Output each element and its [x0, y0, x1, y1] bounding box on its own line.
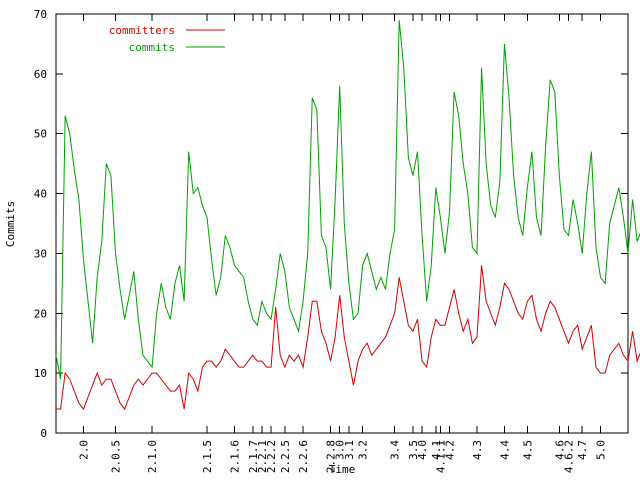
y-tick-label-20: 20 — [34, 307, 47, 320]
series-line-commits — [55, 19, 640, 380]
x-tick-label-2.0.5: 2.0.5 — [109, 440, 122, 473]
x-tick-label-2.1.7: 2.1.7 — [247, 440, 260, 473]
x-tick-label-2.0: 2.0 — [77, 440, 90, 460]
y-axis-title: Commits — [4, 201, 17, 247]
plot-frame — [55, 13, 629, 434]
y-tick-label-70: 70 — [34, 8, 47, 21]
axis-labels-layer: 2.0 2.0.5 2.1.0 2.1.5 2.1.6 2.1.72.2.12.2.2 2.… — [4, 201, 608, 476]
x-tick-label-4.6: 4.6 — [553, 440, 566, 460]
legend-label-commits: commits — [129, 41, 175, 54]
x-tick-label-3.5: 3.5 — [407, 440, 420, 460]
y-tick-label-0: 0 — [40, 427, 47, 440]
x-tick-label-2.2.1: 2.2.1 — [256, 440, 269, 473]
x-tick-label-2.1.6: 2.1.6 — [228, 440, 241, 473]
x-tick-label-3.2: 3.2 — [357, 440, 370, 460]
x-tick-label-2.1.0: 2.1.0 — [146, 440, 159, 473]
x-tick-label-4.1.1: 4.1.1 — [434, 440, 447, 473]
x-tick-label-2.2.5: 2.2.5 — [279, 440, 292, 473]
x-tick-label-4.5: 4.5 — [521, 440, 534, 460]
series-line-committers — [56, 265, 640, 411]
x-axis-title: Time — [329, 463, 356, 476]
x-tick-label-2.2.2: 2.2.2 — [265, 440, 278, 473]
y-tick-label-30: 30 — [34, 247, 47, 260]
x-tick-label-4.2: 4.2 — [444, 440, 457, 460]
series-layer — [55, 19, 640, 411]
x-tick-label-4.6.2: 4.6.2 — [563, 440, 576, 473]
y-tick-label-60: 60 — [34, 68, 47, 81]
x-tick-label-2.2.8: 2.2.8 — [325, 440, 338, 473]
x-tick-label-2.2.6: 2.2.6 — [297, 440, 310, 473]
x-tick-label-4.7: 4.7 — [576, 440, 589, 460]
x-tick-label-4.3: 4.3 — [471, 440, 484, 460]
legend-label-committers: committers — [109, 24, 175, 37]
x-tick-label-4.1: 4.1 — [430, 440, 443, 460]
x-tick-label-5.0: 5.0 — [595, 440, 608, 460]
y-tick-label-50: 50 — [34, 128, 47, 141]
x-tick-label-3.1: 3.1 — [343, 440, 356, 460]
y-tick-label-40: 40 — [34, 188, 47, 201]
x-tick-label-3.0: 3.0 — [334, 440, 347, 460]
x-tick-label-4.4: 4.4 — [498, 440, 511, 460]
x-tick-label-3.4: 3.4 — [389, 440, 402, 460]
x-tick-label-4.0: 4.0 — [416, 440, 429, 460]
axes-layer: 0 10 20 30 40 50 60 70 — [34, 8, 629, 440]
y-tick-label-10: 10 — [34, 367, 47, 380]
chart-legend: committers commits — [109, 24, 225, 54]
x-tick-label-2.1.5: 2.1.5 — [201, 440, 214, 473]
